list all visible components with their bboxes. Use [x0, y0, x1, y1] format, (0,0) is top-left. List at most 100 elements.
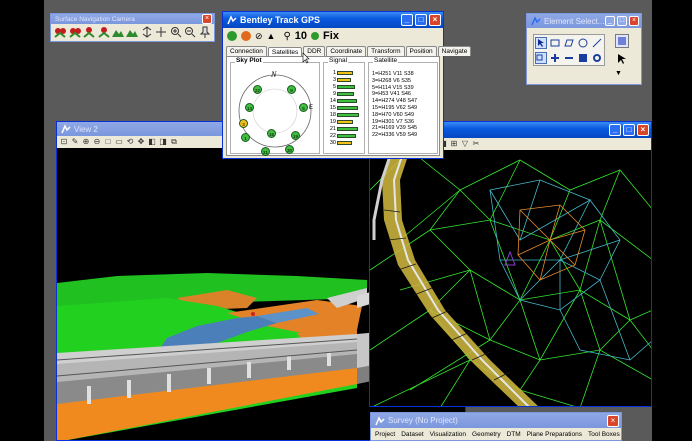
tab-transform[interactable]: Transform: [367, 46, 405, 56]
signal-strength-bar: [337, 77, 351, 82]
fix-status-label: Fix: [323, 30, 339, 42]
subtract-selection-icon[interactable]: [563, 51, 575, 64]
copy-view-icon[interactable]: ⧉: [171, 137, 177, 146]
plan-view-maximize-button[interactable]: □: [623, 124, 635, 136]
survey-titlebar[interactable]: Survey (No Project) ×: [371, 413, 621, 428]
element-select-close-button[interactable]: ×: [629, 16, 639, 26]
element-select-minimize-button[interactable]: _: [605, 16, 615, 26]
window-area-icon[interactable]: □: [105, 137, 111, 146]
circle-select-icon[interactable]: [577, 36, 589, 49]
menu-visualization[interactable]: Visualization: [429, 430, 467, 438]
select-all-icon[interactable]: [615, 34, 629, 48]
skyplot-satellite: 30: [285, 145, 294, 154]
zoom-in-icon[interactable]: [170, 25, 182, 38]
view-next-icon[interactable]: ◨: [159, 137, 167, 146]
menu-plane-preparations[interactable]: Plane Preparations: [526, 430, 582, 438]
mouse-cursor-icon: [302, 52, 310, 64]
gps-app-icon: [227, 15, 237, 25]
element-select-app-icon: [531, 16, 541, 26]
surface-navigation-camera-toolbox: Surface Navigation Camera ×: [50, 13, 215, 42]
menu-project[interactable]: Project: [375, 430, 396, 438]
tab-position[interactable]: Position: [405, 46, 437, 56]
skyplot-satellite: 22: [253, 85, 262, 94]
signal-strength-bar: [337, 91, 354, 96]
tab-coordinate[interactable]: Coordinate: [326, 46, 367, 56]
gps-maximize-button[interactable]: □: [415, 14, 427, 26]
terrain-icon[interactable]: [126, 25, 139, 38]
signal-row: 15: [327, 105, 358, 111]
letterbox-left: [0, 0, 44, 441]
element-select-maximize-button[interactable]: □: [617, 16, 627, 26]
pan-view-icon[interactable]: ✥: [137, 137, 145, 146]
selection-shape-tools: [534, 35, 604, 50]
new-selection-icon[interactable]: [535, 51, 547, 64]
letterbox-right: [652, 0, 692, 441]
terrain-icon[interactable]: [112, 25, 125, 38]
view-previous-icon[interactable]: ◧: [148, 137, 156, 146]
view-attributes-icon[interactable]: ⊞: [450, 139, 458, 148]
nav-camera-close-button[interactable]: ×: [202, 14, 212, 24]
menu-dtm[interactable]: DTM: [506, 430, 521, 438]
clip-volume-icon[interactable]: ✂: [472, 139, 480, 148]
skyplot-satellite: 15: [267, 129, 276, 138]
shape-select-icon[interactable]: [563, 36, 575, 49]
menu-dataset[interactable]: Dataset: [401, 430, 424, 438]
fit-view-icon[interactable]: ▭: [115, 137, 123, 146]
skyplot-satellite: 9: [287, 85, 296, 94]
gps-close-button[interactable]: ×: [429, 14, 441, 26]
record-icon[interactable]: [241, 31, 251, 41]
survey-close-button[interactable]: ×: [607, 414, 619, 427]
satellite-group: [368, 62, 438, 154]
arrows-icon[interactable]: [141, 25, 153, 38]
move-icon[interactable]: [155, 25, 167, 38]
eject-icon[interactable]: ▲: [266, 31, 276, 41]
gps-minimize-button[interactable]: _: [401, 14, 413, 26]
menu-geometry[interactable]: Geometry: [472, 430, 501, 438]
tab-connection[interactable]: Connection: [226, 46, 267, 56]
options-dropdown-icon[interactable]: ▼: [615, 70, 622, 77]
menu-tool-boxes[interactable]: Tool Boxes: [587, 430, 620, 438]
plan-view-minimize-button[interactable]: _: [609, 124, 621, 136]
signal-sat-number: 30: [329, 139, 336, 146]
line-select-icon[interactable]: [591, 36, 603, 49]
pin-icon[interactable]: [199, 25, 211, 38]
zoom-out-icon[interactable]: [184, 25, 196, 38]
zoom-out-icon[interactable]: ⊖: [93, 137, 101, 146]
satellite-dish-icon[interactable]: ⊘: [255, 30, 263, 41]
signal-strength-bar: [337, 133, 356, 138]
add-selection-icon[interactable]: [549, 51, 561, 64]
clear-selection-icon[interactable]: [591, 51, 603, 64]
signal-row: 5: [327, 84, 355, 90]
walk-icon[interactable]: [68, 25, 81, 38]
zoom-in-icon[interactable]: ⊕: [82, 137, 90, 146]
tab-ddr[interactable]: DDR: [303, 46, 326, 56]
tab-satellites[interactable]: Satellites: [267, 47, 303, 57]
satellite-entry: 14=H274 V48 S47: [372, 98, 418, 105]
view-update-icon[interactable]: ✎: [71, 137, 79, 146]
skyplot-satellite: 3: [239, 119, 248, 128]
walk-icon[interactable]: [97, 25, 110, 38]
walk-icon[interactable]: [83, 25, 95, 38]
element-select-arrow-icon[interactable]: [535, 36, 547, 49]
view-attributes-icon[interactable]: ⊡: [60, 137, 68, 146]
gps-titlebar[interactable]: Bentley Track GPS _ □ ×: [223, 12, 443, 28]
satellite-title: Satellite: [373, 57, 399, 64]
plan-view-close-button[interactable]: ×: [637, 124, 649, 136]
invert-selection-icon[interactable]: [577, 51, 589, 64]
tab-navigate[interactable]: Navigate: [437, 46, 472, 56]
play-icon[interactable]: [227, 31, 237, 41]
signal-strength-bar: [337, 84, 355, 89]
rectangle-select-icon[interactable]: [549, 36, 561, 49]
satellite-list: 1=H251 V11 S38 3=H268 V6 S35 5=H114 V15 S3…: [372, 71, 417, 139]
signal-sat-number: 14: [329, 97, 336, 104]
skyplot-north-label: N: [271, 70, 277, 79]
toggle-display-icon[interactable]: ▽: [461, 139, 469, 148]
arrow-cursor-icon[interactable]: [615, 52, 628, 65]
rotate-view-icon[interactable]: ⟲: [126, 137, 134, 146]
nav-camera-titlebar[interactable]: Surface Navigation Camera ×: [51, 14, 214, 24]
signal-strength-bar: [337, 98, 357, 103]
walk-icon[interactable]: [54, 25, 67, 38]
survey-title: Survey (No Project): [388, 416, 458, 425]
satellite-entry: 1=H251 V11 S38: [372, 71, 414, 77]
element-select-titlebar[interactable]: Element Select... _ □ ×: [527, 14, 641, 28]
